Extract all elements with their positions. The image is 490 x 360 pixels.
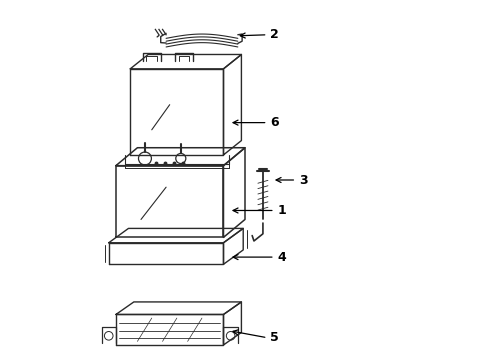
Text: 6: 6 <box>270 116 279 129</box>
Text: 5: 5 <box>270 331 279 344</box>
Text: 4: 4 <box>277 251 286 264</box>
Text: 1: 1 <box>277 204 286 217</box>
Text: 3: 3 <box>299 174 307 186</box>
Text: 2: 2 <box>270 28 279 41</box>
